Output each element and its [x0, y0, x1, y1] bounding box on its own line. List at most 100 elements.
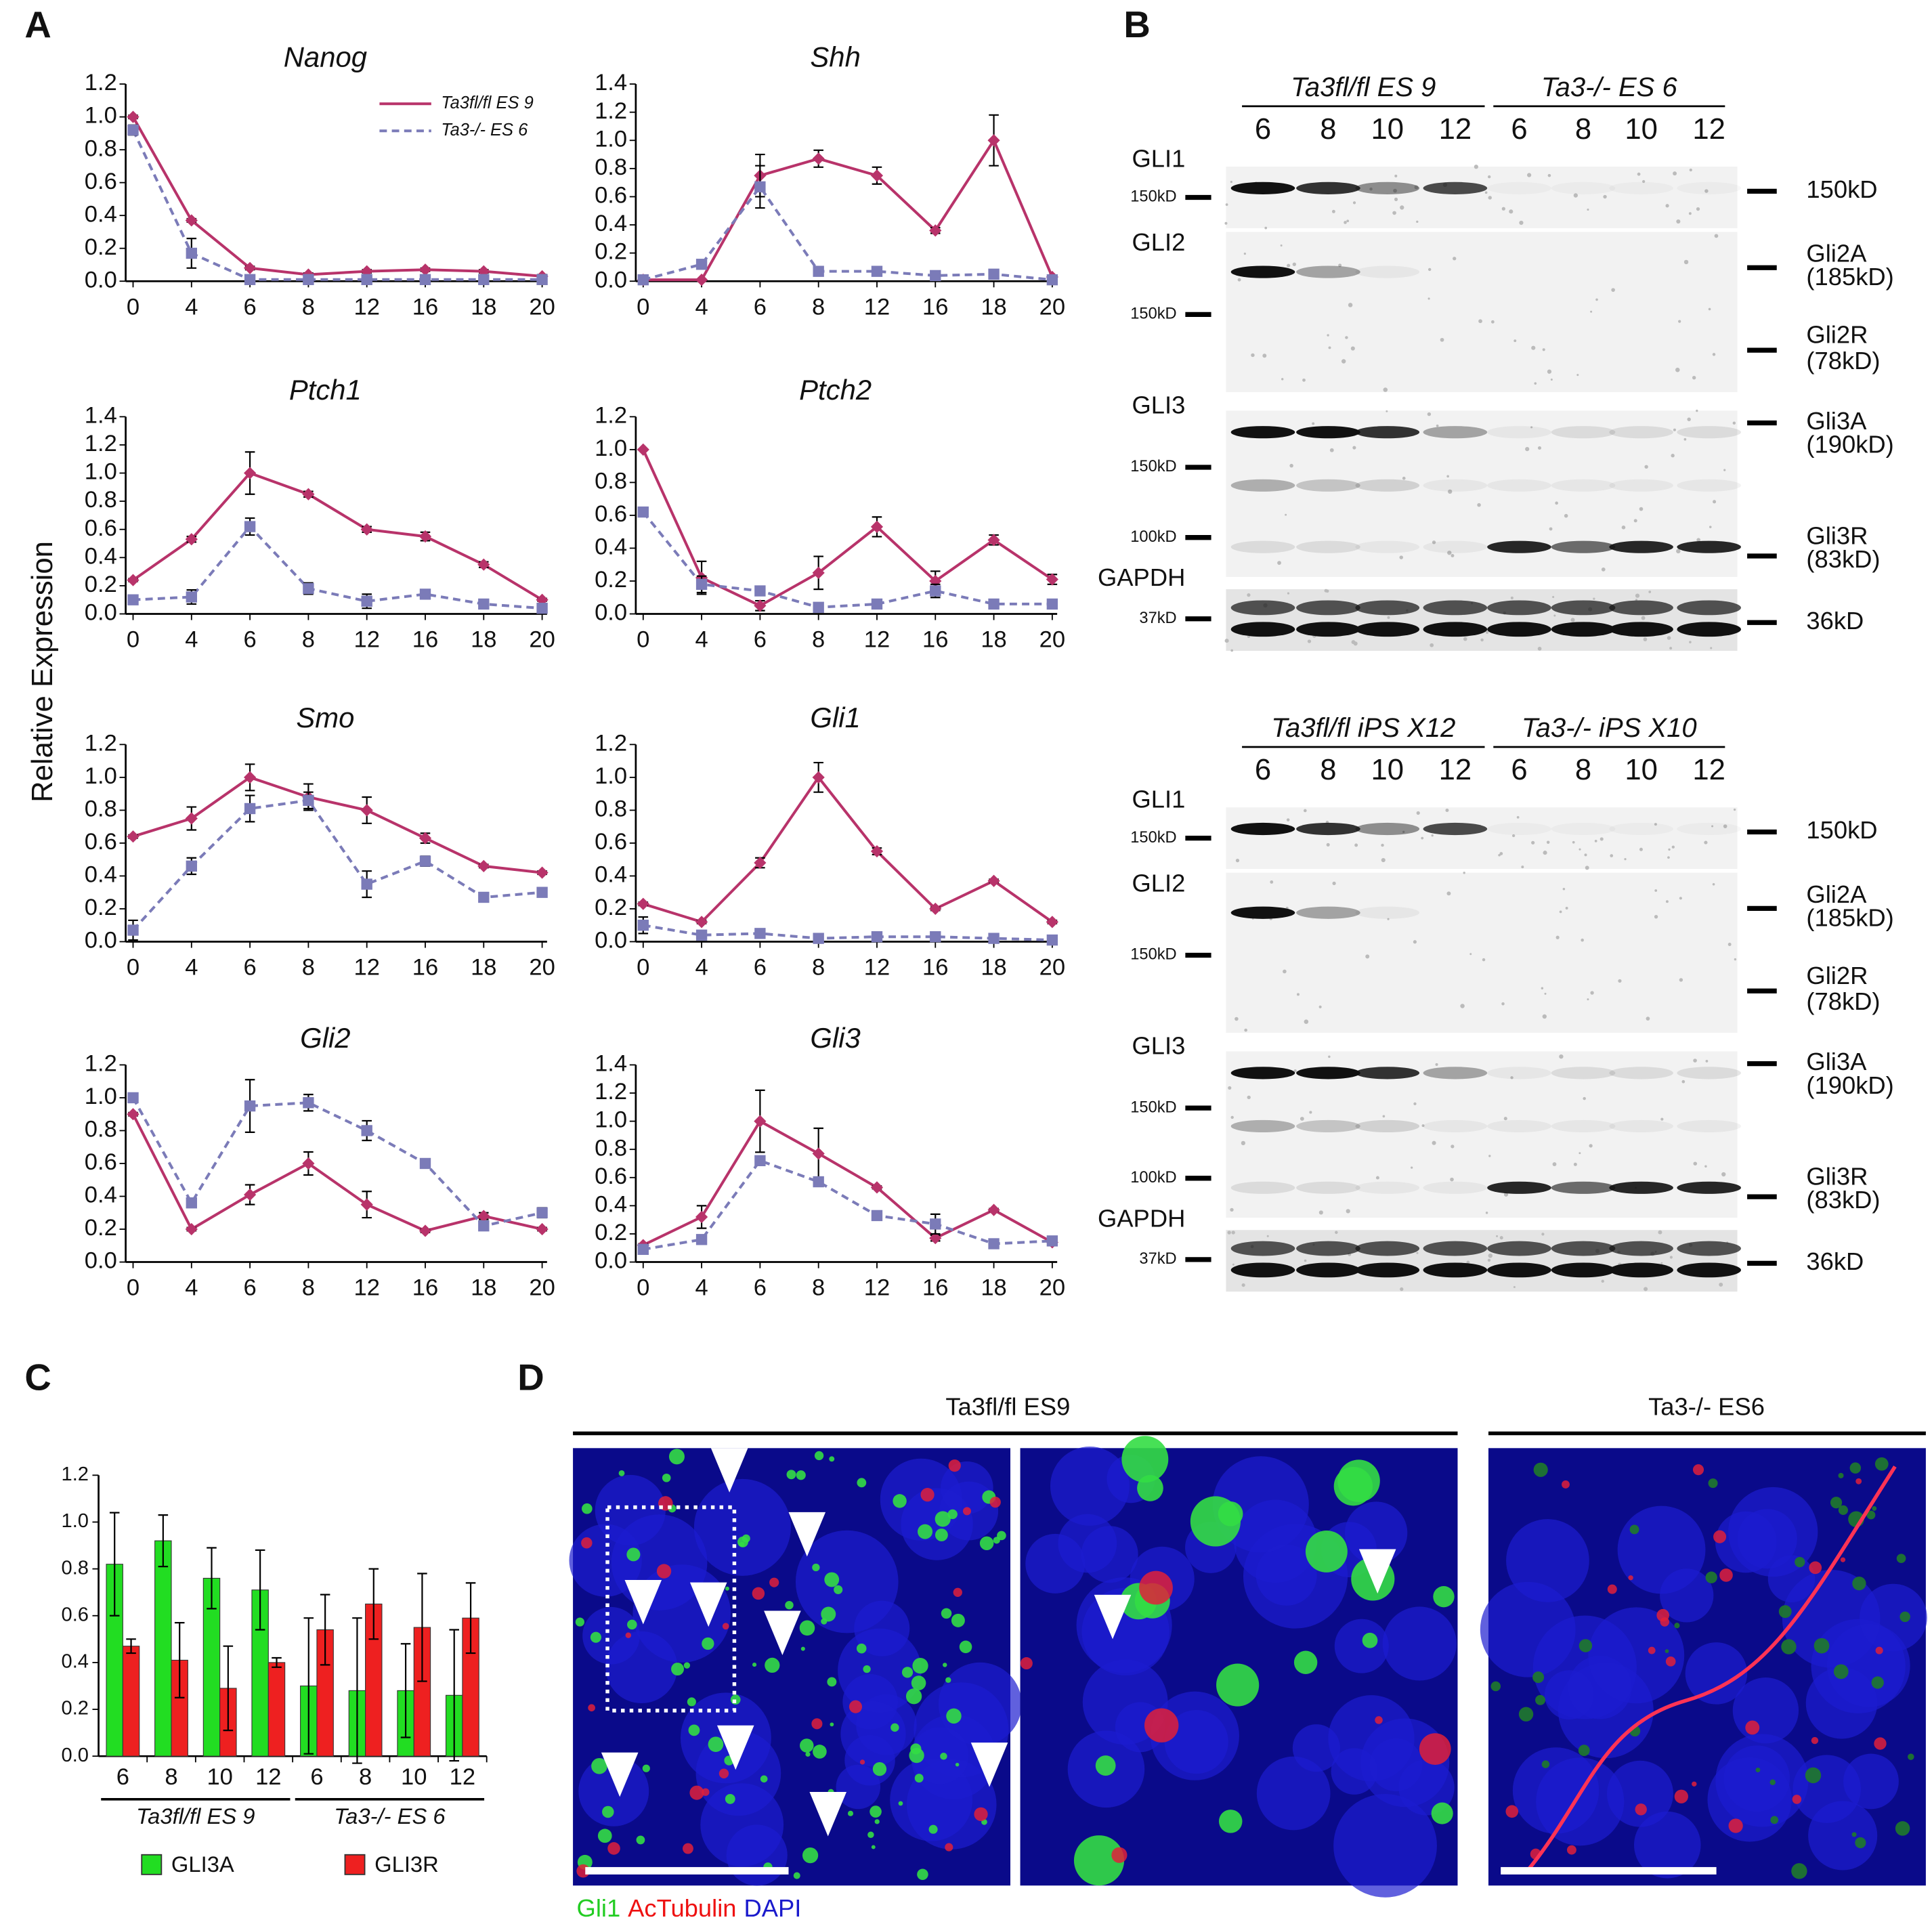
- error-bar: [272, 1656, 282, 1668]
- marker: [186, 247, 197, 259]
- blot-band: [1677, 1181, 1741, 1194]
- red-spot: [948, 1459, 961, 1472]
- nucleus: [911, 1727, 969, 1784]
- blot-speck: [1307, 639, 1312, 643]
- blot-speck: [1727, 943, 1732, 946]
- blot-speck: [1247, 593, 1251, 597]
- stain-label: AcTubulin: [628, 1894, 736, 1922]
- blot-speck: [1676, 219, 1681, 224]
- x-tick-label: 8: [812, 627, 825, 653]
- blot-band: [1487, 1067, 1551, 1079]
- lane-label: 12: [1692, 112, 1725, 146]
- x-tick-label: 0: [637, 1275, 649, 1301]
- marker: [988, 933, 1000, 944]
- marker: [303, 1097, 314, 1109]
- marker: [478, 1220, 490, 1232]
- marker: [813, 933, 824, 944]
- size-label: 36kD: [1806, 1247, 1864, 1275]
- x-tick-label: 6: [243, 955, 256, 981]
- green-spot: [901, 1667, 914, 1678]
- blot-speck: [1678, 320, 1681, 323]
- blot-band: [1551, 1241, 1616, 1256]
- marker: [1046, 573, 1058, 586]
- blot-speck: [1576, 374, 1579, 377]
- blot-speck: [1393, 188, 1397, 193]
- blot-band: [1609, 622, 1673, 637]
- blot-band: [1355, 822, 1420, 836]
- green-spot: [1629, 1524, 1639, 1535]
- green-spot: [752, 1663, 757, 1667]
- y-tick-label: 0.2: [85, 895, 117, 920]
- blot-speck: [1600, 837, 1604, 841]
- x-tick-label: 16: [412, 955, 438, 981]
- x-tick-label: 4: [185, 1275, 198, 1301]
- y-tick-label: 0.4: [85, 201, 117, 227]
- lane-label: 6: [1255, 753, 1271, 786]
- nucleus: [1256, 1756, 1331, 1831]
- marker: [478, 598, 490, 610]
- y-tick-label: 0.6: [85, 169, 117, 194]
- blot-band: [1551, 479, 1616, 492]
- x-tick-label: 18: [981, 1275, 1006, 1301]
- blot-speck: [1335, 1231, 1338, 1235]
- x-tick-label: 20: [529, 294, 555, 320]
- red-spot: [1635, 1803, 1647, 1816]
- size-label: Gli2A: [1806, 240, 1867, 268]
- blot-speck: [1445, 808, 1449, 812]
- blot-speck: [1232, 1263, 1235, 1266]
- blot-speck: [1474, 165, 1478, 169]
- x-tick-label: 12: [450, 1764, 475, 1790]
- green-spot: [1830, 1497, 1843, 1509]
- blot-speck: [1225, 203, 1228, 206]
- blot-speck: [1280, 244, 1283, 247]
- marker-label: 150kD: [1130, 946, 1176, 964]
- marker: [185, 214, 198, 227]
- scale-bar: [1501, 1866, 1717, 1875]
- size-label: Gli3R: [1806, 1162, 1868, 1190]
- blot-speck: [1639, 847, 1643, 851]
- blot-strip: [1226, 807, 1738, 870]
- marker: [477, 558, 490, 571]
- blot-speck: [1266, 1235, 1269, 1237]
- blot-band: [1609, 540, 1673, 553]
- x-tick-label: 12: [864, 1275, 890, 1301]
- nucleus: [578, 1755, 649, 1826]
- blot-speck: [1312, 422, 1315, 425]
- error-bar: [126, 1638, 136, 1654]
- blot-speck: [1446, 475, 1449, 478]
- blot-speck: [1541, 1233, 1545, 1236]
- marker: [813, 1176, 824, 1188]
- blot-speck: [1683, 259, 1689, 265]
- nucleus: [582, 1606, 640, 1665]
- nucleus: [1050, 1446, 1130, 1526]
- blot-band: [1487, 823, 1551, 835]
- blot-speck: [1681, 1079, 1686, 1084]
- blot-speck: [1537, 647, 1542, 651]
- marker-label: 150kD: [1130, 458, 1176, 475]
- green-spot: [1216, 1663, 1260, 1707]
- red-spot: [607, 1842, 620, 1855]
- marker: [871, 1210, 883, 1222]
- marker: [244, 467, 257, 479]
- y-tick-label: 0.6: [595, 829, 627, 855]
- blot-speck: [1341, 359, 1346, 364]
- blot-band: [1551, 823, 1616, 835]
- green-spot: [941, 1608, 952, 1619]
- error-bar: [320, 1594, 330, 1666]
- blot-speck: [1671, 845, 1675, 849]
- marker: [988, 268, 1000, 280]
- blot-band: [1423, 622, 1488, 637]
- y-tick-label: 0.4: [85, 862, 117, 888]
- marker: [127, 1092, 139, 1104]
- green-spot: [945, 1677, 951, 1683]
- size-label: (190kD): [1806, 1071, 1893, 1099]
- x-tick-label: 18: [471, 1275, 496, 1301]
- x-tick-label: 20: [1039, 627, 1065, 653]
- x-tick-label: 12: [353, 294, 379, 320]
- marker: [127, 830, 139, 843]
- green-spot: [590, 1631, 602, 1643]
- marker: [695, 259, 708, 270]
- x-tick-label: 0: [637, 955, 649, 981]
- nucleus: [1808, 1801, 1878, 1870]
- blot-band: [1487, 622, 1551, 637]
